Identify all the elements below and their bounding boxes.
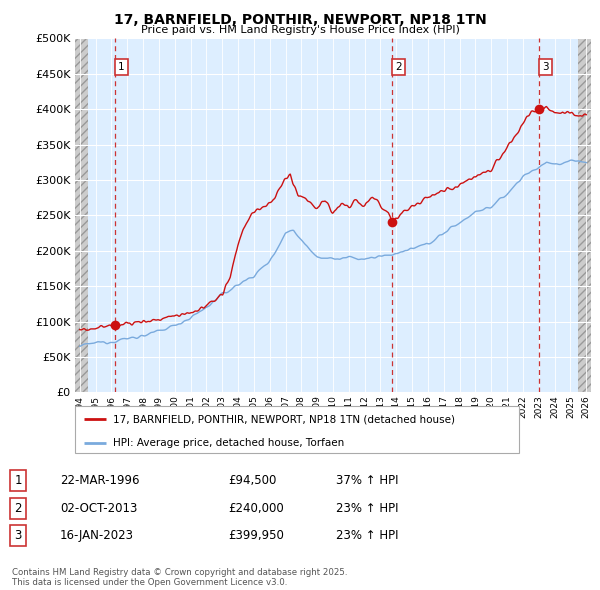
Bar: [578, 38, 591, 392]
Text: 37% ↑ HPI: 37% ↑ HPI: [336, 474, 398, 487]
Text: 1: 1: [118, 62, 125, 71]
Text: 17, BARNFIELD, PONTHIR, NEWPORT, NP18 1TN (detached house): 17, BARNFIELD, PONTHIR, NEWPORT, NP18 1T…: [113, 414, 455, 424]
Text: 23% ↑ HPI: 23% ↑ HPI: [336, 529, 398, 542]
Text: 16-JAN-2023: 16-JAN-2023: [60, 529, 134, 542]
Text: Contains HM Land Registry data © Crown copyright and database right 2025.
This d: Contains HM Land Registry data © Crown c…: [12, 568, 347, 587]
Text: 17, BARNFIELD, PONTHIR, NEWPORT, NP18 1TN: 17, BARNFIELD, PONTHIR, NEWPORT, NP18 1T…: [113, 13, 487, 27]
Bar: [75, 38, 88, 392]
Text: £94,500: £94,500: [228, 474, 277, 487]
FancyBboxPatch shape: [75, 406, 519, 453]
Text: 2: 2: [14, 502, 22, 515]
Text: Price paid vs. HM Land Registry's House Price Index (HPI): Price paid vs. HM Land Registry's House …: [140, 25, 460, 35]
Text: 23% ↑ HPI: 23% ↑ HPI: [336, 502, 398, 515]
Text: HPI: Average price, detached house, Torfaen: HPI: Average price, detached house, Torf…: [113, 438, 344, 448]
Text: 02-OCT-2013: 02-OCT-2013: [60, 502, 137, 515]
Text: 22-MAR-1996: 22-MAR-1996: [60, 474, 139, 487]
Text: 2: 2: [395, 62, 402, 71]
Text: 3: 3: [14, 529, 22, 542]
Text: £399,950: £399,950: [228, 529, 284, 542]
Text: £240,000: £240,000: [228, 502, 284, 515]
Text: 1: 1: [14, 474, 22, 487]
Text: 3: 3: [542, 62, 549, 71]
